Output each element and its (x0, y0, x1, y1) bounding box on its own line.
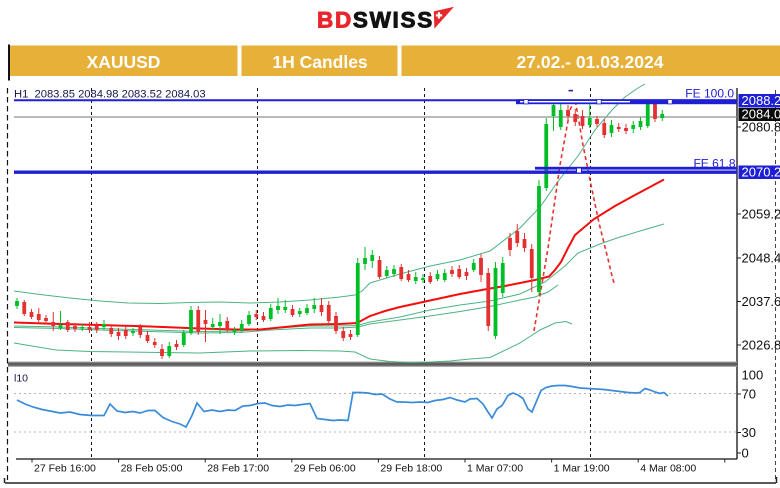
svg-text:4 Mar 08:00: 4 Mar 08:00 (640, 463, 696, 475)
svg-text:28 Feb 05:00: 28 Feb 05:00 (121, 463, 183, 475)
svg-text:100: 100 (742, 367, 764, 382)
svg-text:0: 0 (742, 445, 749, 460)
svg-text:FE 100.0: FE 100.0 (685, 87, 734, 101)
svg-text:2026.8: 2026.8 (742, 337, 780, 352)
svg-text:2048.4: 2048.4 (742, 250, 780, 265)
svg-text:XAUUSD: XAUUSD (87, 52, 161, 72)
svg-text:1 Mar 07:00: 1 Mar 07:00 (467, 463, 523, 475)
svg-text:28 Feb 17:00: 28 Feb 17:00 (207, 463, 269, 475)
svg-text:FE 61.8: FE 61.8 (693, 157, 735, 171)
svg-text:29 Feb 06:00: 29 Feb 06:00 (294, 463, 356, 475)
svg-text:BDSWISS: BDSWISS (317, 8, 434, 33)
svg-text:H1 2083.85 2084.98 2083.52 20: H1 2083.85 2084.98 2083.52 2084.03 (14, 89, 206, 101)
svg-text:l10: l10 (14, 373, 28, 385)
svg-text:2080.8: 2080.8 (742, 119, 780, 134)
svg-text:27.02.- 01.03.2024: 27.02.- 01.03.2024 (517, 52, 664, 72)
svg-text:2070.2: 2070.2 (742, 165, 780, 180)
svg-text:29 Feb 18:00: 29 Feb 18:00 (380, 463, 442, 475)
svg-text:27 Feb 16:00: 27 Feb 16:00 (34, 463, 96, 475)
svg-text:2037.6: 2037.6 (742, 294, 780, 309)
svg-text:2088.2: 2088.2 (742, 93, 780, 108)
svg-text:1 Mar 19:00: 1 Mar 19:00 (554, 463, 610, 475)
svg-text:2059.2: 2059.2 (742, 206, 780, 221)
svg-text:70: 70 (742, 386, 756, 401)
svg-text:30: 30 (742, 425, 756, 440)
svg-text:1H Candles: 1H Candles (272, 52, 368, 72)
svg-text:2084.0: 2084.0 (742, 107, 780, 122)
